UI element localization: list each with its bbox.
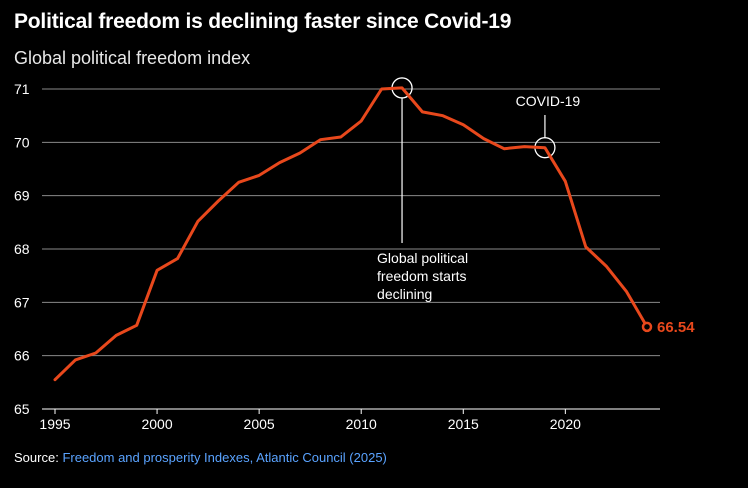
source-note: Source: Freedom and prosperity Indexes, … (14, 450, 387, 465)
annotation-text: declining (377, 286, 432, 302)
source-link[interactable]: Freedom and prosperity Indexes, Atlantic… (62, 450, 387, 465)
y-tick-label: 70 (14, 134, 30, 150)
chart-subtitle: Global political freedom index (14, 48, 251, 68)
y-tick-label: 71 (14, 81, 30, 97)
chart-title: Political freedom is declining faster si… (14, 10, 512, 33)
y-tick-label: 65 (14, 401, 30, 417)
y-tick-label: 66 (14, 348, 30, 364)
x-tick-label: 2010 (346, 416, 377, 432)
annotation-text: Global political (377, 250, 468, 266)
annotation-text: COVID-19 (516, 93, 581, 109)
source-label: Source: (14, 450, 59, 465)
x-tick-label: 2015 (448, 416, 479, 432)
end-value-label: 66.54 (657, 319, 695, 336)
series-line (53, 86, 649, 382)
x-tick-label: 2020 (550, 416, 581, 432)
x-tick-label: 2000 (141, 416, 172, 432)
y-tick-label: 68 (14, 241, 30, 257)
annotation-text: freedom starts (377, 268, 466, 284)
y-tick-label: 69 (14, 188, 30, 204)
x-tick-label: 1995 (39, 416, 70, 432)
y-tick-label: 67 (14, 294, 30, 310)
end-point-marker (641, 321, 653, 333)
x-tick-label: 2005 (244, 416, 275, 432)
